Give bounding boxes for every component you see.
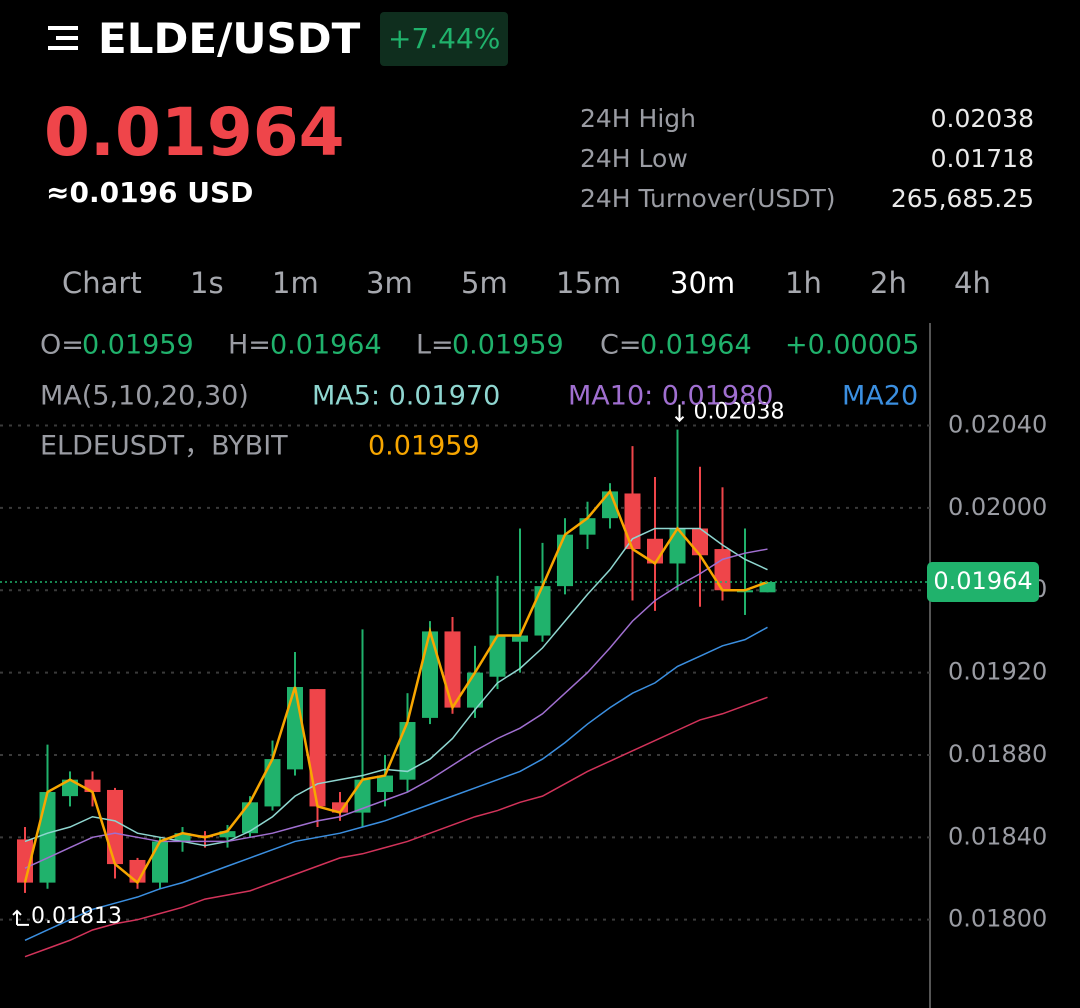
ma-line (24, 548, 768, 869)
ohlc-label: L= (416, 330, 454, 361)
change-badge: +7.44% (380, 12, 509, 66)
candle-body (377, 775, 393, 793)
candle-body (39, 792, 56, 883)
ma-legend-label: MA(5,10,20,30) (40, 381, 249, 412)
candle-body (467, 672, 483, 708)
interval-tab[interactable]: 15m (556, 266, 622, 300)
candle-body (62, 779, 78, 797)
interval-tab[interactable]: 3m (366, 266, 413, 300)
interval-tab[interactable]: 1h (785, 266, 822, 300)
usd-price: ≈0.0196 USD (46, 176, 254, 209)
candle-body (759, 582, 776, 593)
ohlc-value: 0.01964 (270, 330, 382, 361)
annotation-arrow (674, 404, 685, 423)
candle-body (579, 518, 596, 535)
candle-body (174, 833, 191, 842)
chart: 0.020400.020000.019600.019200.018800.018… (0, 323, 1047, 1008)
ohlc-value: 0.01959 (452, 330, 564, 361)
pair-title[interactable]: ELDE/USDT (98, 14, 361, 63)
stat-label: 24H High (580, 104, 697, 133)
candle-body (354, 779, 371, 813)
ohlc-value: 0.01959 (82, 330, 194, 361)
candle-body (17, 839, 33, 883)
ma-legend-item: MA5: 0.01970 (312, 381, 500, 412)
ma-legend-item: MA20 (842, 381, 918, 412)
candle-body (219, 831, 236, 838)
ma-line (24, 626, 768, 941)
annotation: 0.02038 (694, 400, 785, 425)
last-price: 0.01964 (44, 94, 345, 171)
candle-body (309, 689, 326, 807)
last-price-label: 0.01964 (933, 567, 1032, 595)
interval-tab[interactable]: 1m (272, 266, 319, 300)
interval-tab[interactable]: 30m (670, 266, 736, 300)
y-tick-label: 0.02000 (948, 493, 1047, 521)
stat-label: 24H Turnover(USDT) (580, 184, 836, 213)
last-price-tag (927, 562, 1039, 603)
ma-legend-item: MA10: 0.01980 (568, 381, 773, 412)
candle-body (152, 841, 168, 883)
candle-body (242, 802, 258, 834)
candle-body (264, 759, 281, 807)
candle-body (287, 687, 303, 770)
interval-tab[interactable]: Chart (62, 266, 142, 300)
close-line (23, 489, 768, 885)
candle-body (444, 631, 461, 708)
candle-body (534, 586, 551, 636)
y-tick-label: 0.01920 (948, 658, 1047, 686)
interval-tab[interactable]: 1s (190, 266, 224, 300)
interval-tab[interactable]: 5m (461, 266, 508, 300)
symbol-label: ELDEUSDT，BYBIT (40, 431, 288, 462)
ohlc-label: C= (600, 330, 641, 361)
annotation: 0.01813 (31, 904, 122, 929)
y-tick-label: 0.01880 (948, 740, 1047, 768)
candle-body (624, 493, 641, 550)
annotation-arrow (12, 909, 29, 926)
stat-label: 24H Low (580, 144, 688, 173)
ohlc-value: +0.00005 (785, 330, 919, 361)
symbol-value: 0.01959 (368, 431, 480, 462)
ma-line (24, 696, 768, 958)
interval-tab[interactable]: 4h (954, 266, 991, 300)
ohlc-label: H= (228, 330, 271, 361)
ohlc-value: 0.01964 (640, 330, 752, 361)
y-tick-label: 0.02040 (948, 411, 1047, 439)
ohlc-label: O= (40, 330, 84, 361)
candle-body (422, 631, 438, 718)
candle-body (714, 549, 731, 591)
candle-body (557, 534, 573, 587)
candle-body (489, 635, 506, 677)
candle-body (107, 789, 123, 865)
candle-body (332, 802, 348, 813)
ma-line (24, 527, 768, 847)
stat-value: 265,685.25 (890, 184, 1034, 213)
stat-value: 0.02038 (930, 104, 1034, 133)
candle-body (669, 528, 686, 564)
candle-body (399, 722, 416, 780)
y-tick-label: 0.01840 (948, 822, 1047, 850)
interval-tab[interactable]: 2h (870, 266, 907, 300)
y-tick-label: 0.01800 (948, 905, 1047, 933)
stat-value: 0.01718 (930, 144, 1034, 173)
candle-body (512, 635, 528, 642)
menu-icon[interactable] (48, 24, 80, 54)
